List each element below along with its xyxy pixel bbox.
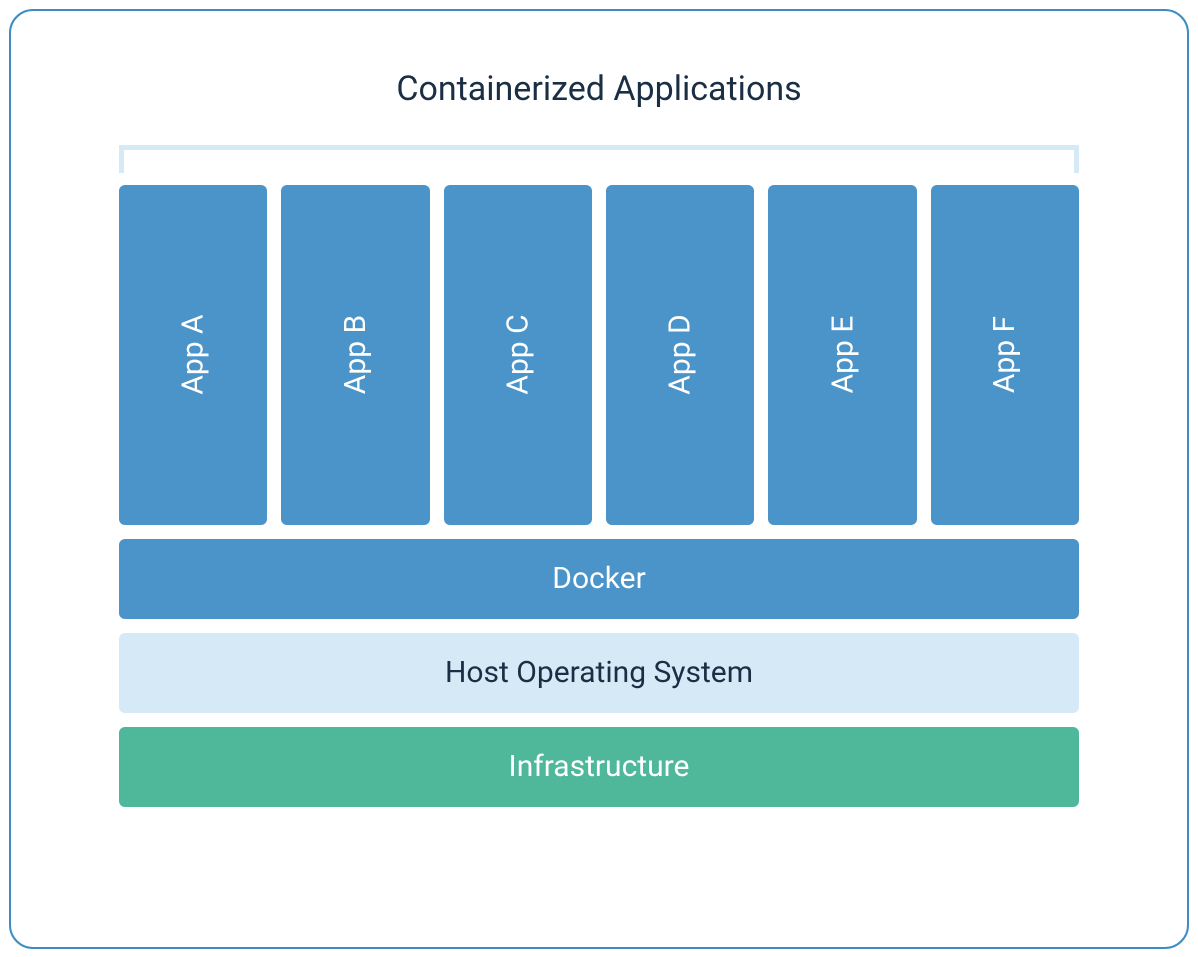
app-box: App C [444,185,592,525]
app-box: App D [606,185,754,525]
app-label: App B [338,315,373,394]
app-box: App A [119,185,267,525]
app-label: App D [663,314,698,394]
diagram-frame: Containerized Applications App A App B A… [9,9,1189,949]
app-box: App E [768,185,916,525]
apps-row: App A App B App C App D App E App F [119,185,1079,525]
layer-host-os: Host Operating System [119,633,1079,713]
layer-label: Infrastructure [509,749,690,784]
app-box: App F [931,185,1079,525]
app-label: App E [825,316,860,394]
layer-infrastructure: Infrastructure [119,727,1079,807]
apps-bracket [119,145,1079,173]
app-label: App F [987,316,1022,393]
app-box: App B [281,185,429,525]
layer-docker: Docker [119,539,1079,619]
diagram-title: Containerized Applications [396,69,801,109]
layer-label: Docker [552,561,646,596]
layer-label: Host Operating System [445,655,753,690]
app-label: App C [500,314,535,394]
app-label: App A [176,314,211,394]
